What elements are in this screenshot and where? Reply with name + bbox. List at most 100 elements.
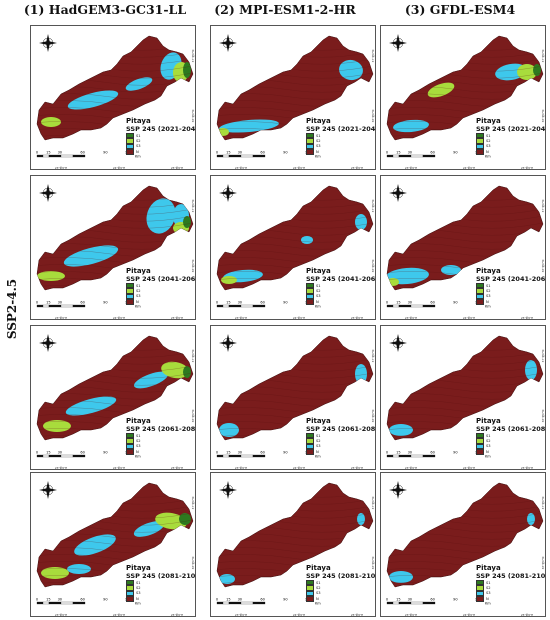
scale-tick-label: 30 (238, 301, 242, 305)
s2-patch (161, 361, 189, 379)
legend-swatch (476, 149, 484, 155)
legend-label: S2 (136, 139, 141, 144)
longitude-tick-label: 25°0'0"E (351, 166, 364, 170)
latitude-tick-label: 36°0'0"N (541, 410, 545, 423)
latitude-tick-label: 36°0'0"N (541, 260, 545, 273)
s3-patch (65, 396, 117, 416)
legend-item: N (306, 149, 372, 155)
scale-tick-label: 30 (58, 301, 62, 305)
legend-label: S1 (316, 580, 321, 585)
longitude-tick-label: 23°0'0"E (405, 466, 418, 470)
legend-swatch (126, 133, 134, 139)
north-arrow-icon (219, 34, 237, 52)
latitude-tick-label: 37°0'0"N (541, 497, 545, 510)
unsuitable-area (36, 35, 194, 141)
legend-label: S3 (136, 591, 141, 596)
scenario-label: SSP2-4.5 (5, 278, 19, 340)
legend-swatch (306, 293, 314, 300)
map-panel: 015306090120Km23°0'0"E24°0'0"E25°0'0"E37… (30, 25, 196, 170)
legend-item: S1 (306, 133, 372, 139)
map-panel: 015306090120Km23°0'0"E24°0'0"E25°0'0"E37… (380, 25, 546, 170)
legend-swatch (306, 443, 314, 450)
legend-swatch (476, 283, 484, 289)
scale-tick-label: 90 (453, 451, 457, 455)
longitude-tick-label: 25°0'0"E (171, 466, 184, 470)
legend: Pitaya SSP 245 (2061-2080) S1 S2 S3 N (306, 417, 375, 455)
latitude-tick-label: 36°0'0"N (371, 110, 375, 123)
scale-tick-label: 15 (226, 151, 230, 155)
scale-bar: 015306090120Km (386, 451, 491, 459)
legend-label: S3 (136, 294, 141, 299)
scale-tick-label: 15 (46, 451, 50, 455)
legend-label: N (486, 449, 489, 454)
legend-swatch (306, 138, 314, 144)
scale-tick-label: 90 (453, 598, 457, 602)
scale-tick-label: 15 (396, 151, 400, 155)
legend-item: S2 (126, 585, 192, 591)
region-map: 015306090120Km23°0'0"E24°0'0"E25°0'0"E37… (36, 334, 195, 470)
longitude-tick-label: 24°0'0"E (293, 316, 306, 320)
scale-tick-label: 30 (58, 151, 62, 155)
legend-item: S2 (476, 138, 542, 144)
legend-period: SSP 245 (2061-2080) (476, 425, 546, 433)
legend-swatch (306, 288, 314, 294)
north-arrow-icon (389, 481, 407, 499)
s2-patch (155, 512, 187, 530)
legend-swatch (306, 299, 314, 305)
legend-species: Pitaya (306, 117, 331, 125)
map-panel: 015306090120Km23°0'0"E24°0'0"E25°0'0"E37… (210, 175, 376, 320)
s3-patch (389, 424, 413, 436)
north-arrow-icon (39, 334, 57, 352)
s3-patch (219, 119, 279, 133)
latitude-tick-label: 37°0'0"N (191, 497, 195, 510)
unsuitable-area (386, 35, 544, 141)
s3-patch (441, 265, 461, 275)
legend-swatch (306, 283, 314, 289)
legend-swatch (476, 133, 484, 139)
latitude-tick-label: 37°0'0"N (191, 200, 195, 213)
scale-unit-label: Km (485, 305, 491, 309)
scale-tick-label: 0 (386, 598, 388, 602)
legend-item: S3 (306, 443, 372, 450)
map-panel: 015306090120Km23°0'0"E24°0'0"E25°0'0"E37… (30, 472, 196, 617)
legend-swatch (476, 138, 484, 144)
latitude-tick-label: 36°0'0"N (191, 557, 195, 570)
scale-unit-label: Km (485, 602, 491, 606)
s3-patch (301, 236, 313, 244)
legend-item: S1 (476, 433, 542, 439)
legend-item: N (306, 449, 372, 455)
latitude-tick-label: 36°0'0"N (191, 410, 195, 423)
legend-swatch (476, 596, 484, 602)
legend-swatch (476, 288, 484, 294)
map-panel: 015306090120Km23°0'0"E24°0'0"E25°0'0"E37… (30, 175, 196, 320)
s1-patch (183, 216, 191, 228)
s2-patch (41, 567, 69, 579)
scale-unit-label: Km (135, 455, 141, 459)
legend-period: SSP 245 (2081-2100) (126, 572, 196, 580)
scale-tick-label: 60 (260, 598, 264, 602)
longitude-tick-label: 24°0'0"E (463, 166, 476, 170)
legend-item: N (476, 149, 542, 155)
legend-label: S1 (136, 433, 141, 438)
legend-swatch (126, 590, 134, 597)
scale-tick-label: 15 (46, 151, 50, 155)
longitude-tick-label: 23°0'0"E (235, 316, 248, 320)
s3-patch (219, 574, 235, 584)
legend-period: SSP 245 (2021-2040) (306, 125, 376, 133)
legend-swatch (306, 438, 314, 444)
longitude-tick-label: 24°0'0"E (113, 166, 126, 170)
scale-tick-label: 15 (396, 598, 400, 602)
legend-item: S2 (126, 138, 192, 144)
latitude-tick-label: 37°0'0"N (541, 350, 545, 363)
unsuitable-area (216, 482, 374, 588)
latitude-tick-label: 36°0'0"N (191, 110, 195, 123)
legend-swatch (306, 433, 314, 439)
unsuitable-area (216, 185, 374, 291)
scale-unit-label: Km (135, 305, 141, 309)
s1-patch (183, 62, 191, 78)
scale-tick-label: 0 (386, 151, 388, 155)
legend-swatch (306, 585, 314, 591)
scale-tick-label: 0 (36, 151, 38, 155)
scale-tick-label: 15 (396, 451, 400, 455)
longitude-tick-label: 25°0'0"E (351, 613, 364, 617)
